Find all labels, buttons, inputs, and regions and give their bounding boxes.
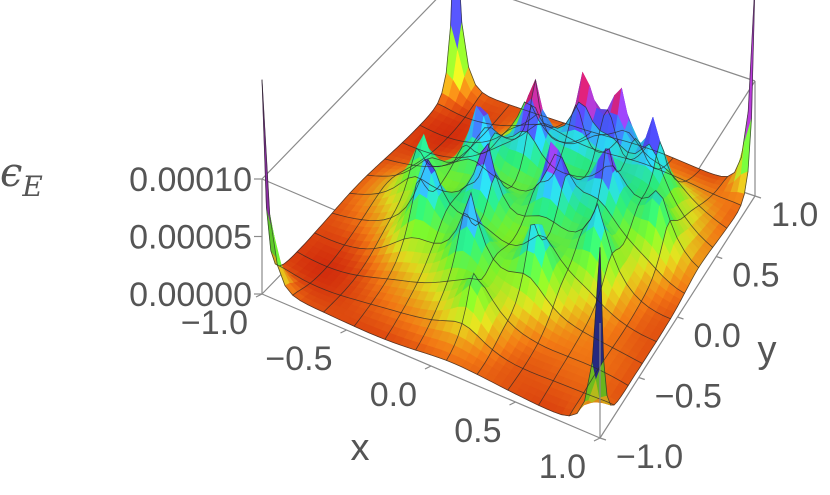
y-tick-mark	[599, 437, 607, 441]
mesh-line	[446, 104, 619, 361]
y-tick-label: 0.0	[694, 317, 741, 355]
mesh-line	[419, 101, 728, 229]
mesh-line	[476, 108, 647, 375]
axis-ticks: −1.0 −0.5 0.0 0.5 1.0 −1.0 −0.5 0.0 0.5 1.0 0.0000…	[129, 161, 818, 486]
y-tick-label: −1.0	[616, 438, 683, 476]
y-tick-mark	[716, 255, 723, 260]
x-axis-label: x	[351, 427, 370, 469]
y-tick-label: 0.5	[732, 257, 779, 295]
surface-mesh	[261, 0, 755, 417]
mesh-line	[460, 0, 755, 177]
mesh-line	[314, 191, 643, 364]
z-tick-label: 0.00000	[129, 276, 252, 314]
y-tick-mark	[677, 316, 684, 320]
mesh-line	[296, 251, 629, 386]
z-tick-label: 0.00010	[129, 161, 252, 199]
x-tick-mark	[424, 365, 432, 370]
surface-patch	[744, 0, 755, 143]
mesh-line	[279, 265, 615, 406]
y-tick-mark	[754, 195, 762, 199]
x-tick-mark	[340, 329, 347, 334]
box-edge	[261, 0, 437, 180]
x-tick-mark	[593, 437, 601, 442]
x-tick-label: −1.0	[181, 304, 248, 342]
y-tick-label: 1.0	[771, 196, 818, 234]
z-tick-label: 0.00005	[129, 219, 252, 257]
mesh-line	[292, 92, 483, 296]
mesh-line	[332, 158, 657, 342]
mesh-line	[384, 127, 699, 268]
box-edge	[512, 0, 756, 82]
mesh-line	[402, 101, 713, 248]
mesh-line	[349, 142, 671, 320]
x-tick-mark	[509, 401, 516, 406]
mesh-line	[384, 104, 565, 340]
mesh-line	[261, 0, 452, 267]
z-axis-label: ϵE	[0, 150, 43, 203]
mesh-line	[367, 153, 685, 294]
surface-patch	[261, 79, 275, 237]
x-tick-label: −0.5	[265, 340, 332, 378]
mesh-line	[353, 113, 538, 327]
mesh-line	[437, 103, 742, 206]
mesh-line	[599, 0, 755, 406]
x-tick-label: 1.0	[539, 448, 586, 486]
y-tick-mark	[638, 376, 645, 381]
mesh-line	[261, 79, 601, 417]
mesh-line	[568, 176, 729, 417]
y-axis-label: y	[758, 329, 777, 371]
y-tick-label: −0.5	[655, 378, 722, 416]
x-tick-label: 0.5	[454, 412, 501, 450]
mesh-line	[538, 140, 701, 406]
x-tick-label: 0.0	[370, 376, 417, 414]
